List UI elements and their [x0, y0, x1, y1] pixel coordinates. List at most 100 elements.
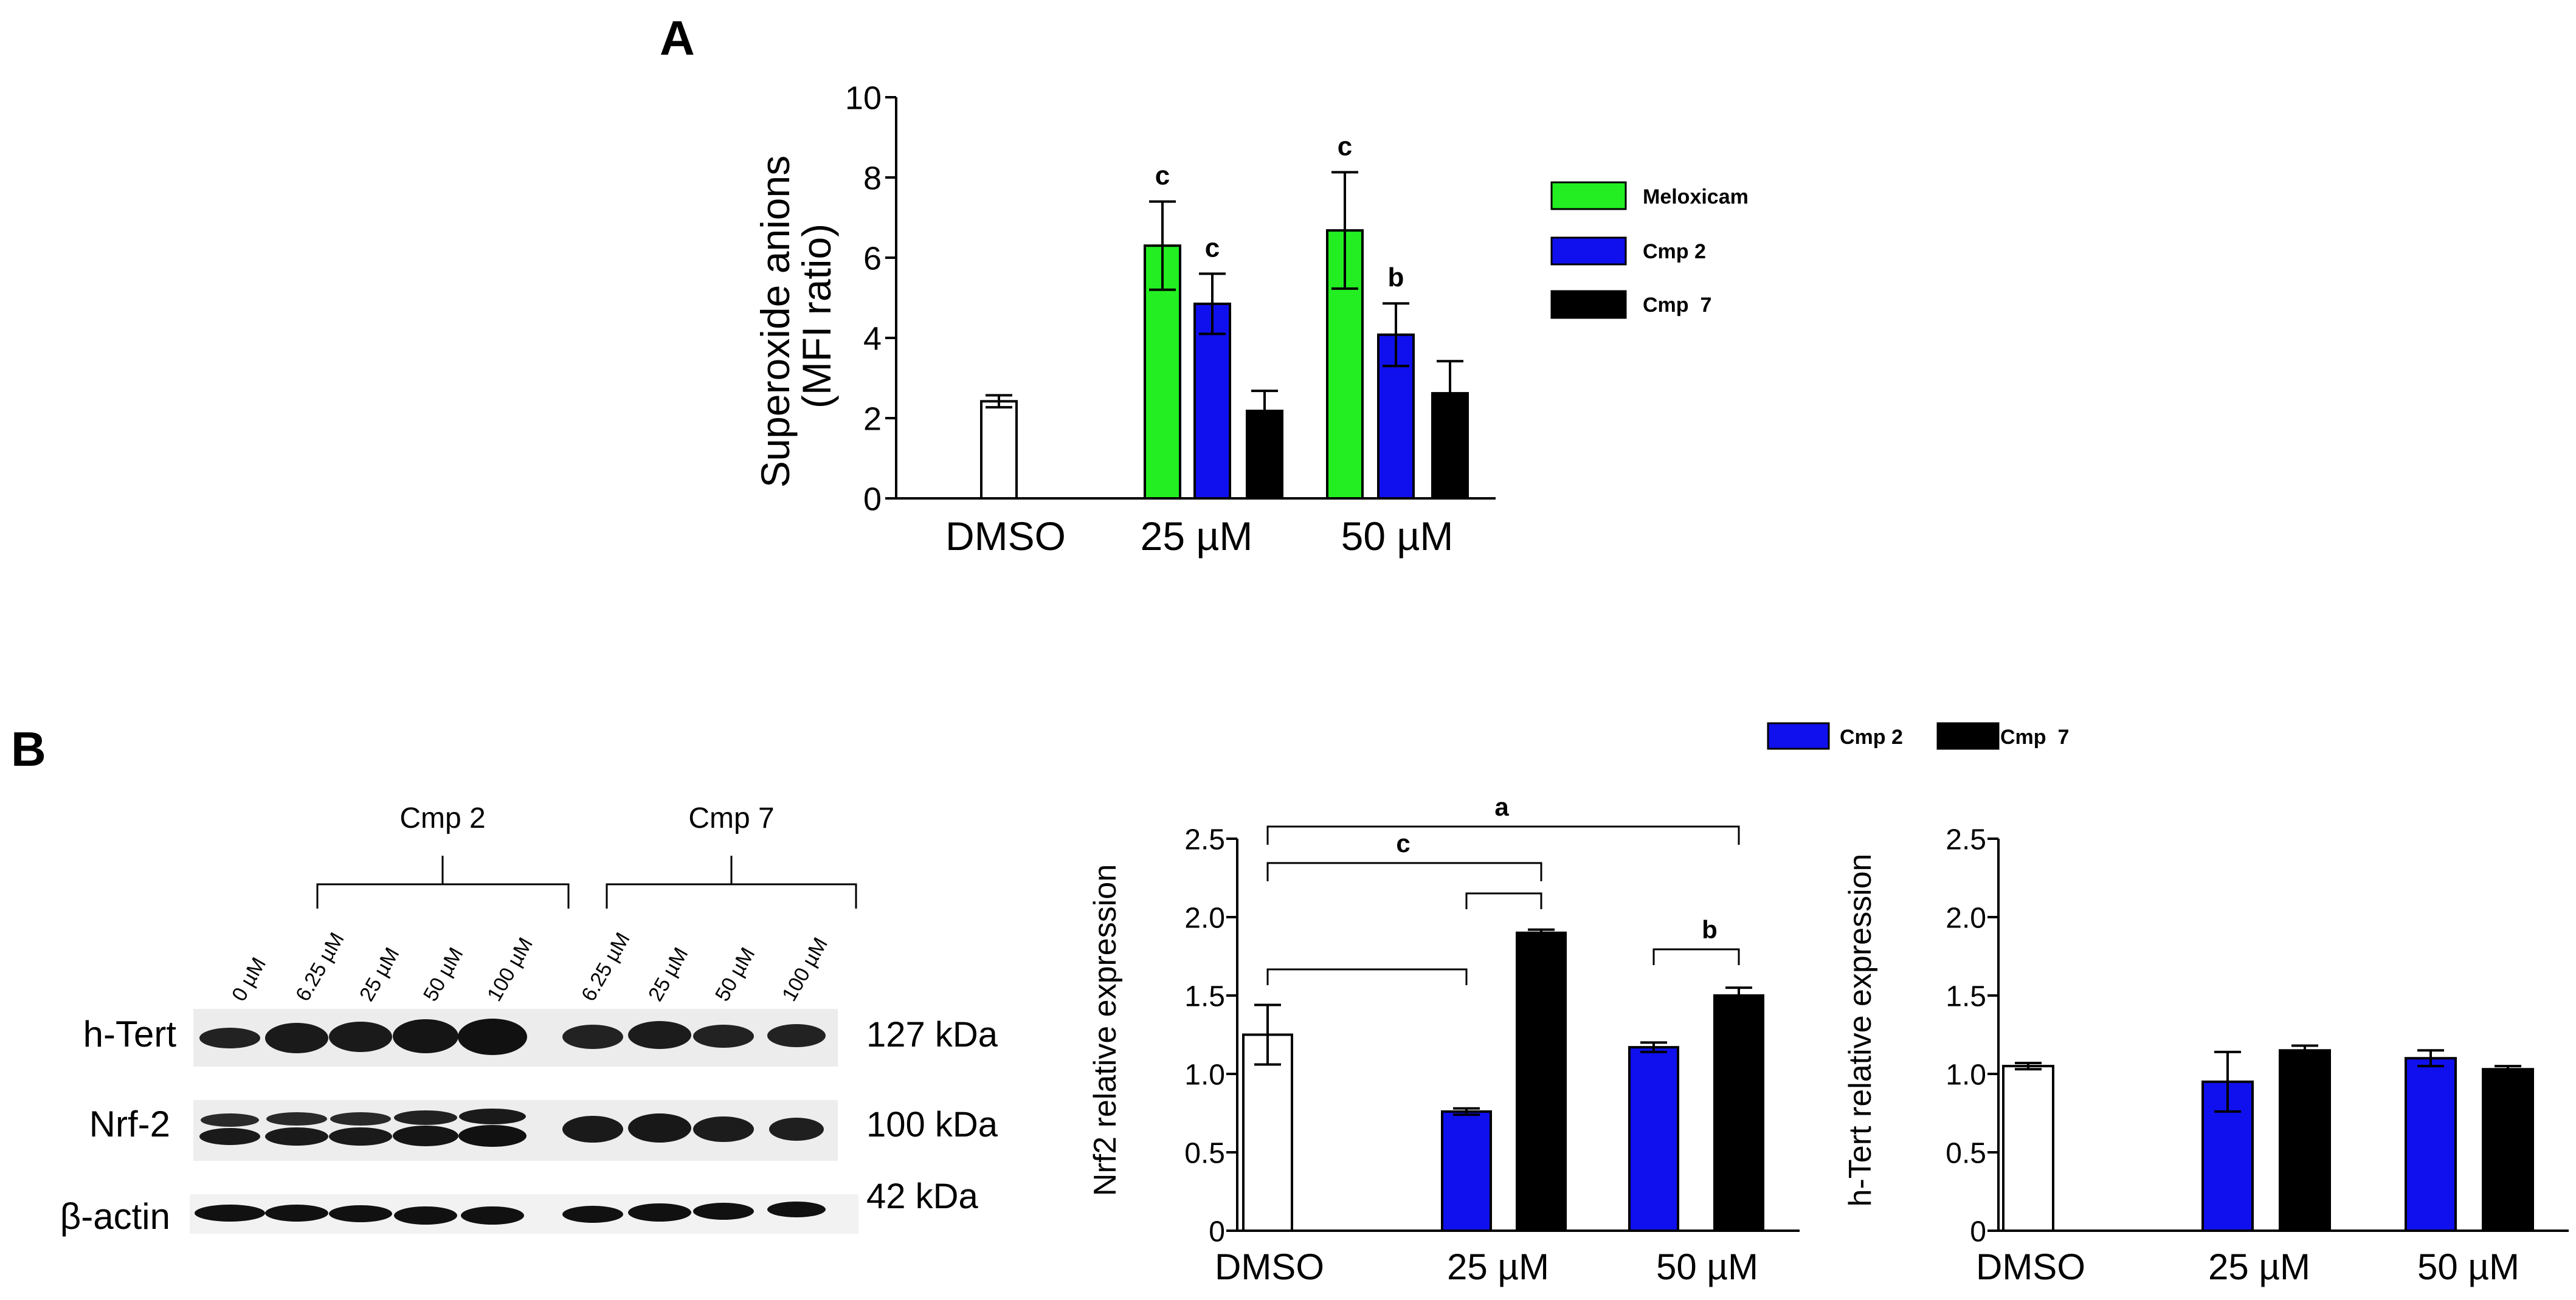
- blot-band: [199, 1128, 260, 1145]
- superoxide-error-bar: [986, 394, 1012, 409]
- htert-y-tick-label: 1.5: [1946, 980, 1986, 1013]
- western-blot: Cmp 2 Cmp 7 0 µM 6.25 µM 25 µM 50 µM 100…: [60, 802, 998, 1237]
- superoxide-y-tick-label: 6: [863, 240, 882, 277]
- superoxide-error-bar: [1251, 390, 1278, 433]
- nrf2-y-tick-label: 0.5: [1184, 1137, 1225, 1169]
- nrf2-bar: [1441, 1110, 1492, 1233]
- blot-band: [329, 1127, 392, 1146]
- htert-bar: [2002, 1065, 2054, 1232]
- nrf2-error-bar: [1725, 986, 1752, 1005]
- htert-y-tick-label: 1.0: [1946, 1059, 1986, 1091]
- nrf2-bar: [1242, 1033, 1293, 1232]
- nrf2-bracket: [1652, 948, 1740, 965]
- nrf2-bracket-label: c: [1396, 829, 1410, 858]
- superoxide-category-label: 25 µM: [1141, 514, 1253, 559]
- nrf2-category-label: 50 µM: [1656, 1247, 1758, 1287]
- htert-error-bar: [2417, 1049, 2444, 1068]
- superoxide-chart: Superoxide anions (MFI ratio) 0 2 4 6 8 10 DMS…: [753, 80, 1496, 559]
- blot-protein-htert: h-Tert: [83, 1014, 177, 1054]
- blot-lane-label: 6.25 µM: [577, 929, 635, 1005]
- blot-band: [265, 1205, 328, 1222]
- nrf2-error-bar: [1453, 1107, 1480, 1116]
- superoxide-error-bar: [1199, 272, 1226, 335]
- blot-band: [394, 1110, 457, 1125]
- blot-band: [693, 1025, 754, 1048]
- blot-band: [394, 1206, 457, 1225]
- nrf2-category-label: 25 µM: [1447, 1247, 1549, 1287]
- nrf2-bracket: [1266, 862, 1542, 881]
- blot-band: [265, 1023, 328, 1053]
- blot-band: [195, 1205, 265, 1222]
- nrf2-y-tick-label: 2.0: [1184, 902, 1225, 934]
- legend-b-swatch-cmp2: [1767, 722, 1830, 750]
- blot-kda-htert: 127 kDa: [866, 1015, 998, 1054]
- blot-band: [458, 1125, 527, 1147]
- blot-lane-label: 25 µM: [644, 944, 693, 1005]
- htert-bar: [2279, 1049, 2331, 1233]
- htert-error-bar: [2495, 1065, 2521, 1074]
- htert-error-bar: [2291, 1044, 2318, 1057]
- nrf2-bar: [1516, 931, 1567, 1233]
- blot-band: [330, 1112, 391, 1126]
- superoxide-category-label: DMSO: [945, 514, 1066, 559]
- blot-band: [628, 1203, 691, 1222]
- superoxide-bar: [1193, 302, 1231, 500]
- htert-y-tick-label: 0: [1970, 1216, 1986, 1248]
- nrf2-y-tick-label: 1.0: [1184, 1059, 1225, 1091]
- legend-a: Meloxicam Cmp 2 Cmp 7: [1550, 181, 1749, 319]
- blot-lane-label: 50 µM: [711, 944, 760, 1005]
- htert-category-label: DMSO: [1976, 1247, 2085, 1287]
- nrf2-bar: [1628, 1046, 1679, 1232]
- legend-b-label-cmp7: Cmp 7: [2000, 726, 2069, 749]
- nrf2-bracket-label: b: [1702, 915, 1718, 944]
- blot-lane-label: 0 µM: [227, 954, 271, 1005]
- nrf2-y-tick-label: 2.5: [1184, 824, 1225, 856]
- superoxide-error-bar: [1383, 302, 1409, 368]
- superoxide-y-tick-label: 0: [863, 481, 882, 517]
- superoxide-y-tick-label: 8: [863, 160, 882, 196]
- superoxide-error-bar: [1331, 171, 1358, 290]
- superoxide-category-label: 50 µM: [1341, 514, 1454, 559]
- blot-protein-bactin: β-actin: [60, 1196, 170, 1237]
- htert-error-bar: [2214, 1050, 2241, 1113]
- blot-band: [458, 1019, 527, 1055]
- htert-y-tick-label: 2.0: [1946, 902, 1986, 934]
- blot-band: [693, 1116, 754, 1142]
- blot-band: [265, 1127, 328, 1146]
- nrf2-y-tick-label: 0: [1209, 1216, 1225, 1248]
- legend-label-cmp2: Cmp 2: [1643, 240, 1706, 263]
- nrf2-bracket-label: a: [1494, 793, 1509, 821]
- superoxide-ylabel: Superoxide anions (MFI ratio): [753, 144, 839, 487]
- blot-band: [201, 1113, 259, 1127]
- superoxide-significance-label: c: [1155, 161, 1170, 191]
- blot-lane-label: 25 µM: [355, 944, 404, 1005]
- legend-label-meloxicam: Meloxicam: [1643, 185, 1749, 208]
- htert-category-label: 50 µM: [2417, 1247, 2519, 1287]
- panel-label-a: A: [660, 11, 695, 65]
- blot-lane-label: 6.25 µM: [291, 929, 349, 1005]
- blot-band: [628, 1021, 691, 1049]
- legend-swatch-cmp7: [1550, 290, 1627, 319]
- htert-error-bar: [2015, 1061, 2042, 1071]
- nrf2-y-tick-label: 1.5: [1184, 980, 1225, 1013]
- blot-band: [562, 1206, 623, 1223]
- htert-y-tick-label: 0.5: [1946, 1137, 1986, 1169]
- superoxide-bar: [980, 400, 1018, 500]
- legend-swatch-cmp2: [1550, 236, 1627, 266]
- htert-chart: h-Tert relative expression 0 0.5 1.0 1.5 2.0…: [1843, 824, 2569, 1287]
- superoxide-significance-label: c: [1338, 131, 1352, 161]
- nrf2-error-bar: [1640, 1041, 1667, 1053]
- blot-band: [266, 1112, 327, 1126]
- superoxide-significance-label: c: [1205, 233, 1220, 263]
- blot-band: [199, 1028, 260, 1048]
- blot-protein-nrf2: Nrf-2: [89, 1104, 170, 1144]
- nrf2-bracket: [1266, 968, 1468, 985]
- blot-band: [769, 1118, 824, 1141]
- htert-category-label: 25 µM: [2208, 1247, 2310, 1287]
- nrf2-ylabel: Nrf2 relative expression: [1088, 864, 1123, 1196]
- blot-band: [393, 1126, 458, 1146]
- blot-band: [562, 1116, 623, 1143]
- blot-band: [767, 1202, 826, 1217]
- nrf2-bracket: [1465, 892, 1542, 909]
- legend-b-label-cmp2: Cmp 2: [1840, 726, 1903, 749]
